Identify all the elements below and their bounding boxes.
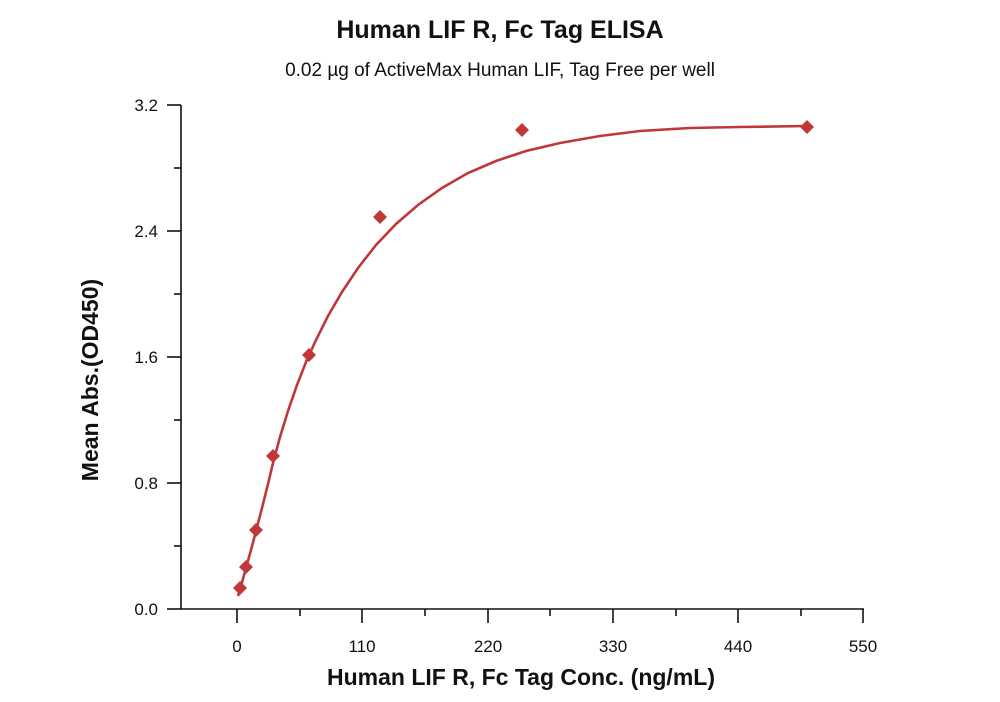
y-axis-title: Mean Abs.(OD450) (77, 279, 103, 481)
y-tick-label: 0.8 (134, 474, 158, 493)
data-point (515, 123, 529, 137)
y-tick-label: 2.4 (134, 222, 158, 241)
chart-title: Human LIF R, Fc Tag ELISA (336, 16, 664, 44)
fit-curve (236, 124, 808, 597)
y-axis (167, 104, 182, 610)
data-points (233, 120, 814, 595)
x-tick-label: 220 (474, 637, 502, 656)
data-point (239, 560, 253, 574)
data-point (266, 449, 280, 463)
data-point (373, 210, 387, 224)
data-point (249, 523, 263, 537)
x-tick-label: 440 (724, 637, 752, 656)
x-tick-label: 110 (348, 637, 375, 656)
data-point (302, 348, 316, 362)
x-tick-label: 330 (599, 637, 627, 656)
y-tick-labels: 3.2 2.4 1.6 0.8 0.0 (134, 96, 158, 619)
chart-subtitle: 0.02 µg of ActiveMax Human LIF, Tag Free… (285, 60, 715, 81)
data-point (233, 581, 247, 595)
x-axis-title: Human LIF R, Fc Tag Conc. (ng/mL) (327, 664, 715, 690)
y-tick-label: 0.0 (134, 600, 158, 619)
x-tick-label: 550 (849, 637, 877, 656)
y-tick-label: 1.6 (134, 348, 158, 367)
x-tick-labels: 0 110 220 330 440 550 (232, 637, 877, 656)
y-tick-label: 3.2 (134, 96, 158, 115)
data-point (800, 120, 814, 134)
x-axis (181, 608, 864, 623)
x-tick-label: 0 (232, 637, 241, 656)
